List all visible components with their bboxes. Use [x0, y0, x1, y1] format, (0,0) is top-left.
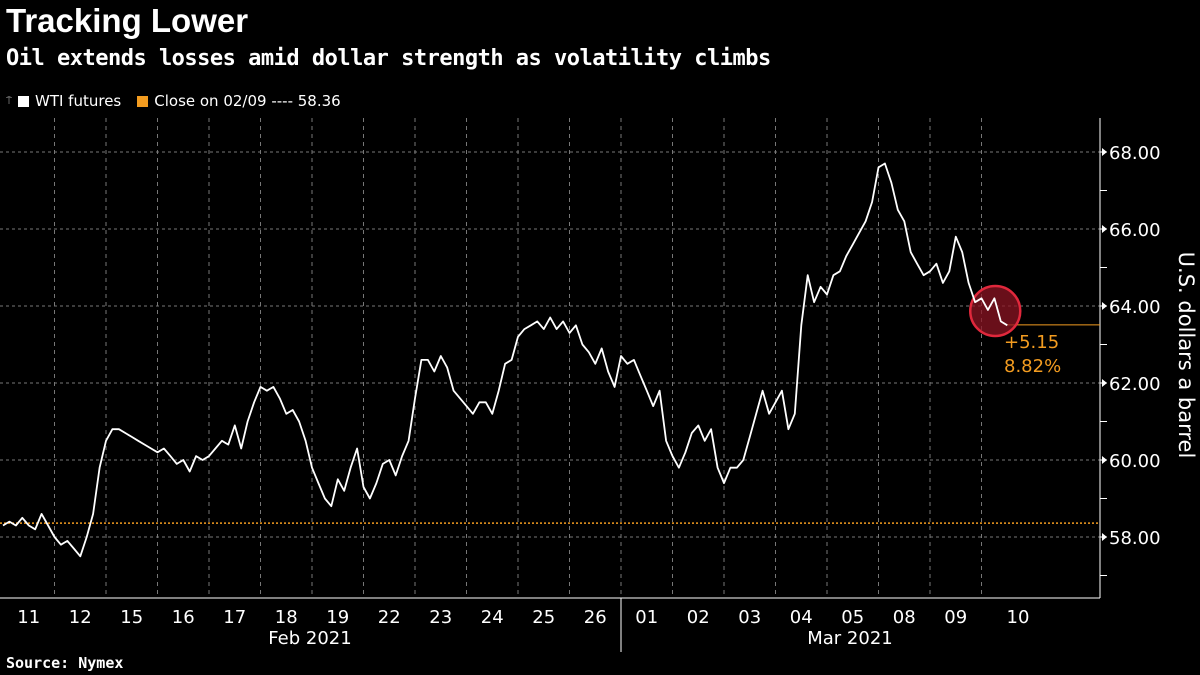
x-tick-label: 01: [635, 607, 658, 628]
series-line-wti: [2, 162, 1008, 558]
legend-label-close: Close on 02/09 ---- 58.36: [154, 92, 341, 110]
y-tick-arrow: [1102, 302, 1107, 310]
month-label: Feb 2021: [268, 628, 351, 649]
chart-title: Tracking Lower: [6, 2, 249, 39]
annotation-change: +5.15: [1004, 332, 1059, 353]
y-tick-label: 62.00: [1109, 374, 1161, 395]
x-tick-label: 15: [120, 607, 143, 628]
x-tick-label: 09: [944, 607, 967, 628]
x-tick-label: 18: [275, 607, 298, 628]
x-tick-label: 26: [584, 607, 607, 628]
x-tick-label: 11: [17, 607, 40, 628]
legend-label-wti: WTI futures: [35, 92, 122, 110]
x-tick-label: 04: [790, 607, 813, 628]
y-tick-arrow: [1102, 456, 1107, 464]
x-tick-label: 22: [378, 607, 401, 628]
y-tick-arrow: [1102, 379, 1107, 387]
legend-swatch-close: [137, 95, 149, 107]
y-tick-label: 60.00: [1109, 451, 1161, 472]
x-tick-label: 17: [223, 607, 246, 628]
x-tick-label: 16: [172, 607, 195, 628]
x-tick-label: 12: [69, 607, 92, 628]
annotation-percent: 8.82%: [1004, 356, 1061, 377]
x-tick-label: 23: [429, 607, 452, 628]
chart-subtitle: Oil extends losses amid dollar strength …: [6, 46, 771, 71]
x-tick-label: 02: [687, 607, 710, 628]
y-tick-label: 66.00: [1109, 220, 1161, 241]
y-tick-label: 64.00: [1109, 297, 1161, 318]
y-tick-arrow: [1102, 148, 1107, 156]
month-label: Mar 2021: [807, 628, 893, 649]
source-note: Source: Nymex: [6, 654, 124, 672]
y-tick-arrow: [1102, 225, 1107, 233]
y-tick-label: 58.00: [1109, 528, 1161, 549]
x-tick-label: 05: [841, 607, 864, 628]
highlight-circle: [969, 284, 1022, 338]
legend-pin-icon: ⍑: [6, 95, 12, 107]
x-tick-label: 24: [481, 607, 504, 628]
y-tick-arrow: [1102, 533, 1107, 541]
x-tick-label: 10: [1007, 607, 1030, 628]
x-tick-label: 08: [893, 607, 916, 628]
legend: ⍑ WTI futures Close on 02/09 ---- 58.36: [6, 92, 341, 110]
x-tick-label: 03: [738, 607, 761, 628]
legend-swatch-wti: [18, 95, 29, 107]
x-tick-label: 19: [326, 607, 349, 628]
y-tick-label: 68.00: [1109, 143, 1161, 164]
x-tick-label: 25: [532, 607, 555, 628]
